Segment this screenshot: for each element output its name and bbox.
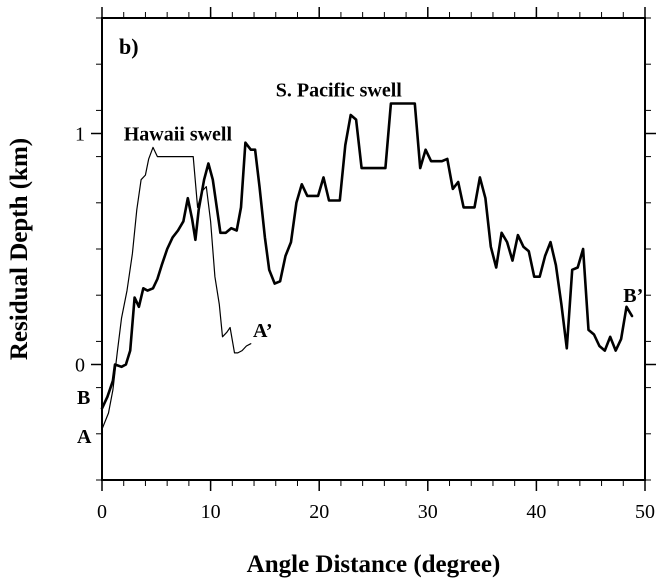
y-axis-title: Residual Depth (km): [6, 138, 33, 360]
annotation-4: B’: [623, 285, 643, 307]
plot-frame: [101, 17, 646, 481]
annotation-6: A: [77, 426, 92, 448]
annotation-3: A’: [253, 320, 273, 342]
x-tick-label: 20: [309, 501, 329, 523]
annotation-1: Hawaii swell: [124, 123, 233, 145]
major-ticks: [91, 7, 656, 491]
x-tick-label: 40: [526, 501, 546, 523]
x-tick-label: 50: [635, 501, 655, 523]
panel-label: b): [119, 34, 139, 59]
y-tick-label: 1: [75, 124, 85, 146]
series-layer: [100, 102, 634, 430]
annotation-2: S. Pacific swell: [276, 80, 403, 102]
x-tick-label: 30: [418, 501, 438, 523]
annotations: Hawaii swell S. Pacific swell A’ B’ BA: [77, 80, 643, 449]
x-tick-label: 0: [97, 501, 107, 523]
series-line-1: [100, 102, 634, 410]
annotation-5: B: [77, 387, 90, 409]
x-axis-title: Angle Distance (degree): [247, 551, 501, 578]
x-tick-label: 10: [201, 501, 221, 523]
tick-labels: 0 10 20 30 40 50 0 1: [75, 124, 655, 524]
series-line-2: [101, 146, 252, 430]
y-tick-label: 0: [75, 355, 85, 377]
